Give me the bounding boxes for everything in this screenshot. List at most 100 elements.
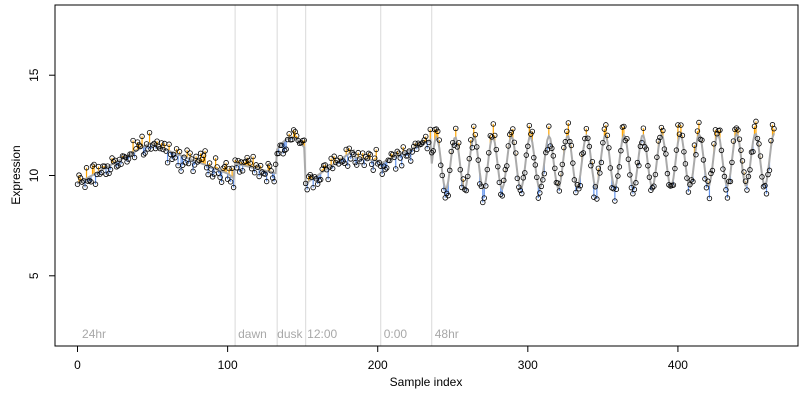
data-point-188 [357, 156, 363, 162]
data-point-299 [523, 152, 530, 158]
data-point-291 [511, 139, 518, 146]
data-point-48 [146, 129, 153, 136]
data-point-215 [397, 155, 403, 161]
data-point-444 [741, 169, 747, 175]
data-point-241 [436, 137, 442, 143]
data-point-6 [83, 165, 90, 171]
x-tick-label-300: 300 [518, 358, 538, 372]
data-point-262 [468, 137, 474, 143]
data-point-203 [379, 171, 385, 177]
y-tick-label-10: 10 [27, 169, 41, 183]
data-point-116 [248, 165, 255, 172]
data-point-34 [125, 156, 132, 162]
data-point-458 [762, 182, 768, 189]
data-point-11 [91, 161, 97, 168]
data-point-330 [570, 160, 576, 166]
data-point-43 [139, 133, 145, 140]
data-point-296 [519, 190, 525, 197]
x-tick-label-0: 0 [74, 358, 81, 372]
data-point-348 [597, 170, 603, 176]
data-point-306 [534, 174, 540, 181]
data-point-344 [591, 194, 597, 200]
data-point-183 [349, 149, 355, 156]
data-point-369 [628, 184, 635, 191]
data-point-223 [409, 149, 415, 155]
data-point-55 [157, 145, 163, 152]
data-point-341 [586, 143, 593, 150]
data-point-360 [615, 173, 621, 179]
data-point-254 [456, 140, 462, 146]
data-point-273 [484, 166, 490, 173]
data-point-243 [439, 172, 445, 179]
data-point-448 [747, 167, 753, 173]
data-point-22 [107, 166, 114, 173]
data-point-153 [304, 186, 310, 193]
data-point-41 [136, 142, 142, 148]
data-point-377 [640, 125, 647, 131]
data-point-167 [325, 176, 331, 183]
data-point-114 [245, 157, 252, 164]
data-point-179 [343, 146, 349, 153]
data-point-79 [193, 153, 199, 160]
data-point-255 [457, 166, 463, 173]
data-point-76 [188, 156, 195, 162]
data-point-305 [532, 162, 539, 168]
data-point-62 [167, 151, 174, 158]
annotation-5: 48hr [435, 327, 459, 341]
data-point-292 [513, 150, 519, 156]
data-point-20 [104, 163, 111, 169]
data-point-19 [103, 171, 109, 177]
data-point-462 [768, 137, 774, 144]
data-point-324 [561, 144, 567, 151]
data-point-75 [187, 150, 193, 156]
data-point-416 [699, 137, 705, 143]
data-point-3 [79, 179, 85, 185]
data-point-424 [711, 141, 717, 147]
data-point-257 [460, 176, 466, 182]
data-point-389 [658, 124, 665, 131]
data-point-435 [727, 178, 734, 185]
data-point-440 [735, 127, 741, 133]
data-point-192 [363, 154, 369, 160]
data-point-57 [160, 146, 166, 153]
data-point-349 [598, 159, 605, 166]
data-point-442 [738, 147, 744, 153]
data-points [74, 118, 777, 206]
data-point-367 [625, 156, 632, 162]
data-point-438 [732, 126, 738, 133]
data-point-99 [223, 160, 229, 166]
data-point-69 [178, 168, 184, 174]
data-point-15 [97, 171, 103, 177]
data-point-131 [271, 178, 277, 185]
data-point-107 [235, 157, 241, 164]
data-point-74 [185, 160, 192, 167]
data-point-1 [76, 172, 82, 178]
data-point-73 [184, 147, 190, 153]
y-tick-label-5: 5 [27, 272, 41, 279]
data-point-436 [729, 159, 735, 166]
data-point-89 [208, 166, 214, 172]
data-point-60 [164, 160, 171, 166]
data-point-271 [481, 195, 487, 201]
data-point-137 [280, 151, 286, 157]
data-point-44 [140, 152, 147, 158]
data-point-437 [730, 138, 737, 144]
data-point-33 [124, 159, 130, 165]
data-point-166 [323, 167, 330, 173]
data-point-392 [663, 151, 669, 157]
data-point-221 [406, 148, 412, 154]
data-point-450 [750, 149, 756, 155]
data-point-190 [360, 150, 366, 156]
data-point-189 [358, 158, 364, 165]
data-point-338 [582, 135, 588, 142]
data-point-380 [645, 163, 651, 169]
data-point-162 [317, 176, 324, 183]
data-point-136 [278, 142, 285, 149]
data-point-274 [486, 150, 492, 156]
x-axis: 0 100 200 300 400 [74, 345, 688, 372]
data-point-96 [218, 179, 225, 185]
data-point-311 [541, 170, 548, 177]
data-point-405 [682, 161, 689, 167]
data-point-446 [744, 187, 750, 193]
data-point-24 [110, 158, 117, 165]
